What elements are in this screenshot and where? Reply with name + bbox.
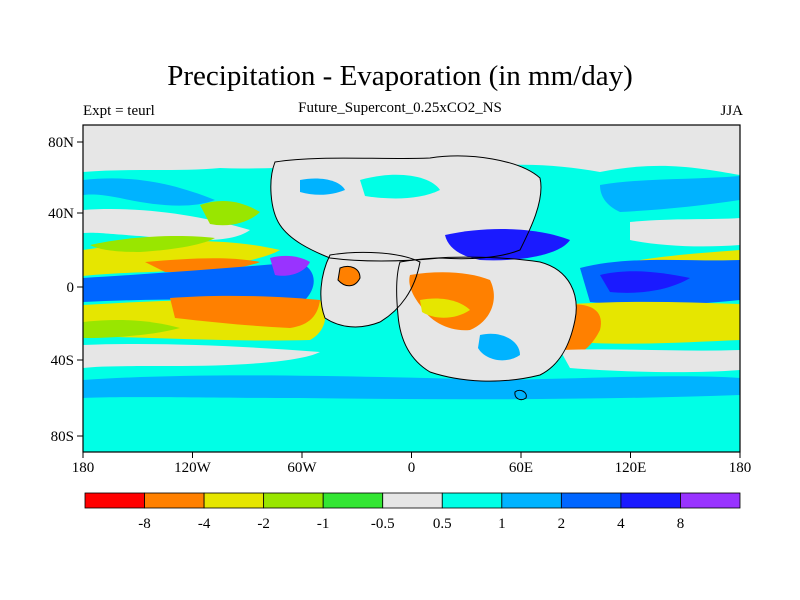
lat-tick-label: 40S <box>51 353 74 369</box>
colorbar-swatch <box>382 492 443 509</box>
colorbar-label: 2 <box>558 516 566 532</box>
south-strong-dry-west <box>170 295 320 328</box>
land-wet-patch-2 <box>360 174 440 199</box>
colorbar-label: -2 <box>257 516 270 532</box>
colorbar-swatch <box>560 492 622 509</box>
lat-tick-label: 0 <box>67 280 75 296</box>
north-pacific-moist-band <box>83 178 215 206</box>
coastline-south <box>396 256 577 382</box>
lat-tick-label: 40N <box>48 206 74 222</box>
lon-tick-label: 120E <box>615 460 647 476</box>
northwest-green-patch <box>200 200 260 226</box>
south-neutral-east <box>560 349 740 373</box>
south-neutral-west <box>83 343 320 368</box>
colorbar-swatch <box>203 492 265 509</box>
coastline-island <box>337 265 361 287</box>
colorbar-label: -4 <box>198 516 211 532</box>
page-title: Precipitation - Evaporation (in mm/day) <box>167 60 633 92</box>
subtitle: Future_Supercont_0.25xCO2_NS <box>298 100 502 116</box>
colorbar-label: 4 <box>617 516 625 532</box>
north-east-moist-band <box>600 176 740 212</box>
north-subtropic-neutral <box>83 209 250 241</box>
south-dry-belt-east <box>560 301 740 344</box>
southern-island <box>514 390 527 400</box>
land-wet-patch-1 <box>300 178 345 195</box>
colorbar-label: 1 <box>498 516 506 532</box>
colorbar-swatch <box>441 492 503 509</box>
colorbar-swatch <box>501 492 562 509</box>
coastline-west <box>320 251 421 328</box>
season-label: JJA <box>720 103 743 119</box>
extreme-wet-spot <box>270 255 310 276</box>
coastline-southern-island <box>514 389 527 401</box>
latitude-axis: 80N 40N 0 40S 80S <box>48 135 83 445</box>
coastline-north <box>270 155 542 262</box>
colorbar-swatch <box>84 492 145 509</box>
land-strong-wet-patch <box>445 228 570 261</box>
colorbar-label: 0.5 <box>433 516 452 532</box>
north-green-band <box>90 236 215 252</box>
lon-tick-label: 180 <box>729 460 752 476</box>
equatorial-wet-band-west <box>83 262 314 302</box>
lat-tick-label: 80N <box>48 135 74 151</box>
lon-tick-label: 60E <box>509 460 533 476</box>
lon-tick-label: 120W <box>174 460 212 476</box>
colorbar-swatch <box>263 492 324 509</box>
colorbar-label: -0.5 <box>371 516 395 532</box>
lon-tick-label: 0 <box>408 460 416 476</box>
map-field-layer <box>83 125 740 452</box>
land-dry-rim <box>420 298 470 318</box>
antarctic-zone <box>83 430 740 452</box>
small-dry-island <box>338 266 360 286</box>
colorbar: -8 -4 -2 -1 -0.5 0.5 1 2 4 8 <box>84 492 741 532</box>
lon-tick-label: 180 <box>72 460 95 476</box>
colorbar-swatch <box>620 492 681 509</box>
southern-ocean-moist-band <box>83 375 740 400</box>
colorbar-label: -8 <box>138 516 151 532</box>
equatorial-strong-wet-east <box>600 271 690 293</box>
south-land-wet-patch <box>478 333 520 361</box>
lon-tick-label: 60W <box>287 460 317 476</box>
experiment-label: Expt = teurl <box>83 103 155 119</box>
colorbar-label: 8 <box>677 516 685 532</box>
arctic-neutral-zone <box>83 125 740 175</box>
colorbar-swatch <box>144 492 205 509</box>
colorbar-swatch <box>680 492 741 509</box>
lat-tick-label: 80S <box>51 429 74 445</box>
colorbar-label: -1 <box>317 516 330 532</box>
north-east-neutral <box>630 218 740 247</box>
colorbar-swatch <box>322 492 384 509</box>
south-green-band <box>83 320 180 338</box>
longitude-axis: 180 120W 60W 0 60E 120E 180 <box>72 452 752 476</box>
